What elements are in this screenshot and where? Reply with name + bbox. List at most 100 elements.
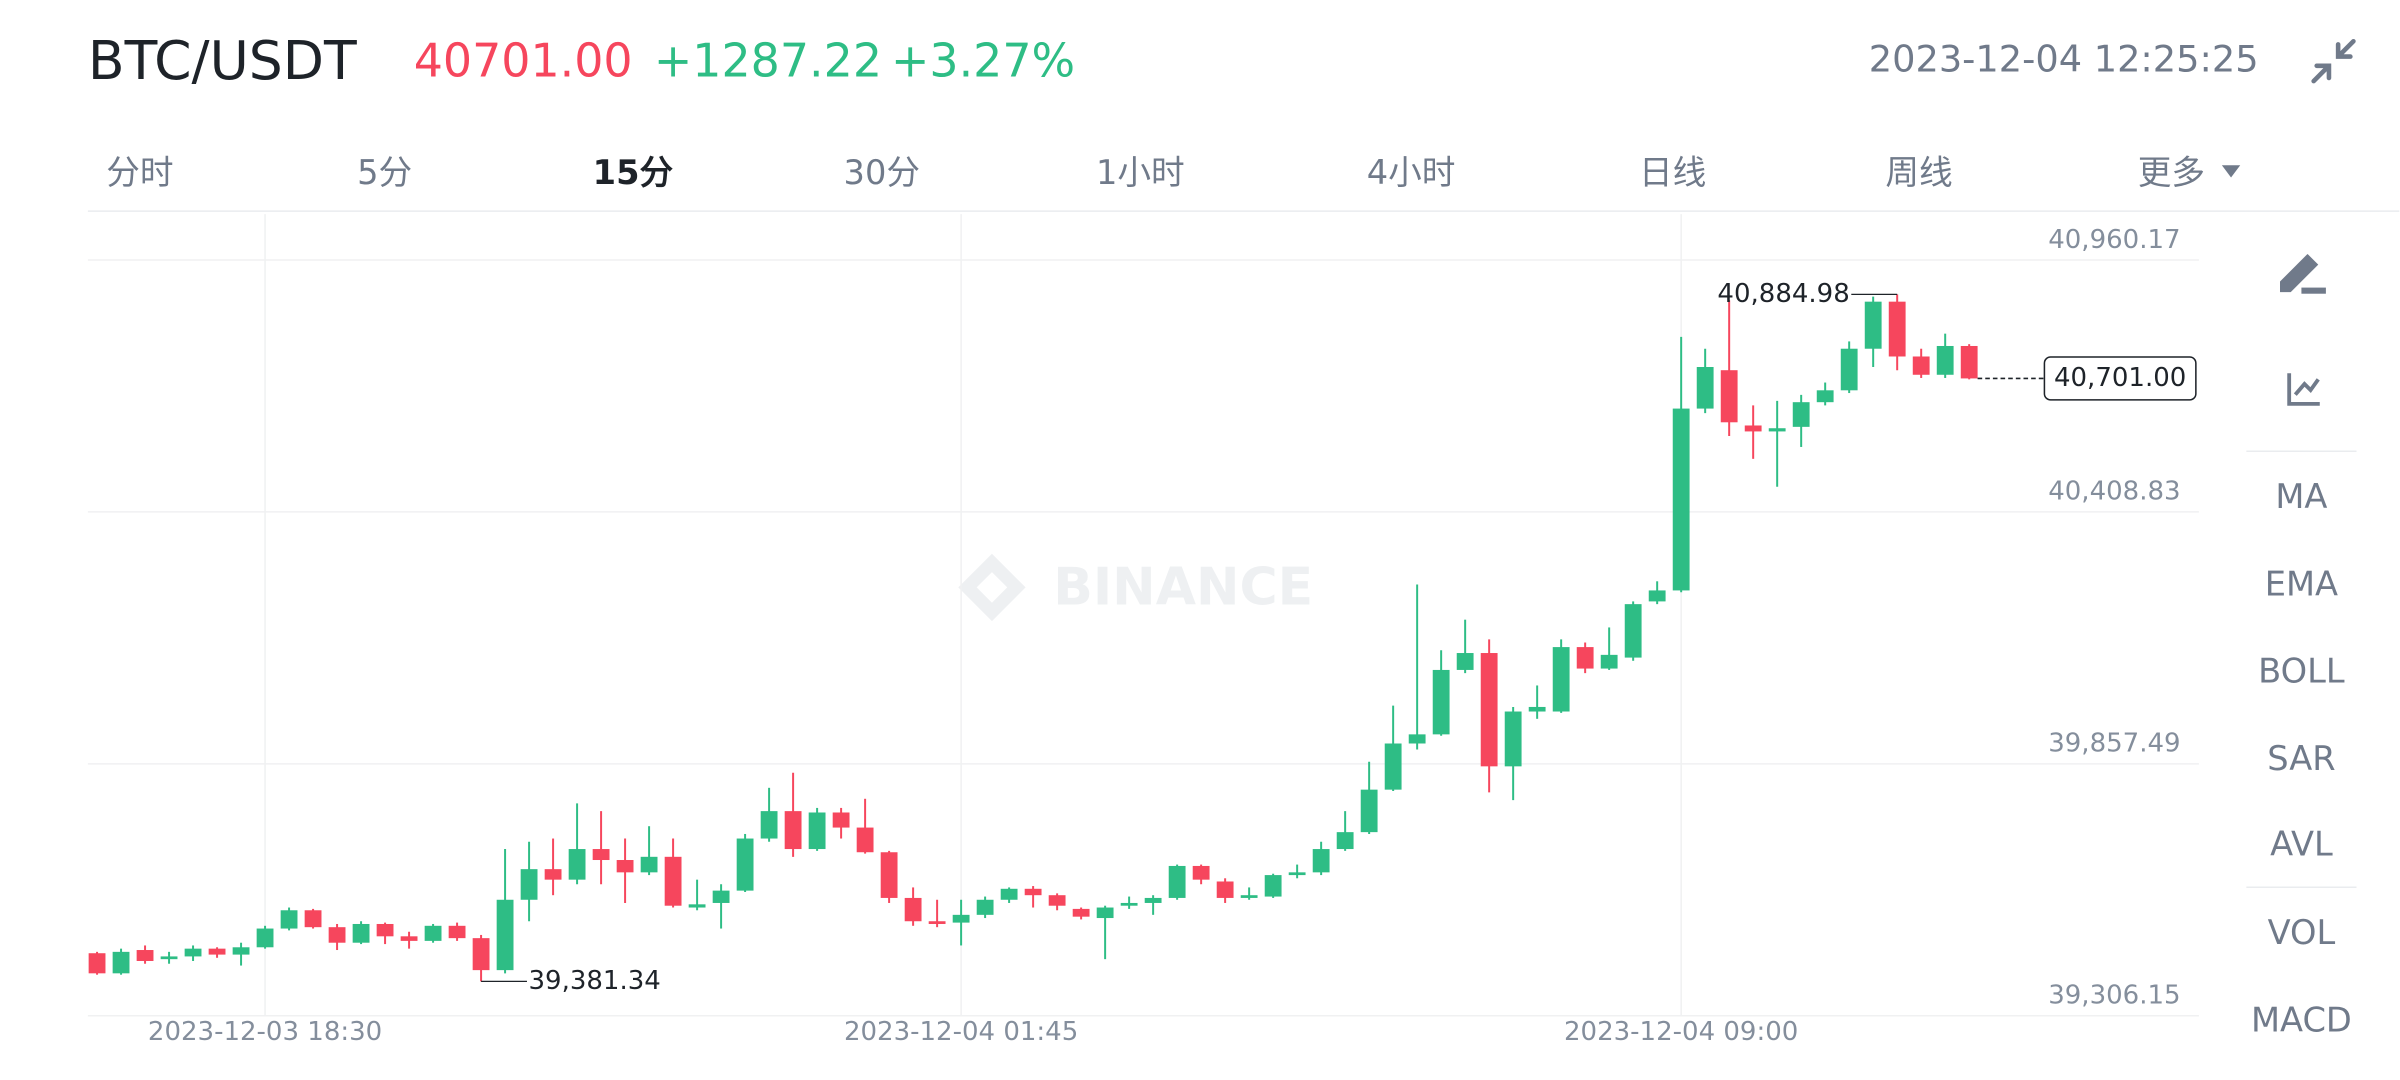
candle-body xyxy=(520,869,538,900)
candle-body xyxy=(1456,653,1474,670)
tab[interactable]: 日线 xyxy=(1639,153,1706,192)
candle-body xyxy=(448,925,466,939)
candle-body xyxy=(856,827,874,853)
watermark-logo xyxy=(958,553,1026,622)
y-tick-label: 39,857.49 xyxy=(2048,729,2180,759)
tab[interactable]: 周线 xyxy=(1885,153,1952,192)
candle-body xyxy=(784,811,802,850)
candle-body xyxy=(376,923,394,937)
candle-body xyxy=(256,928,274,948)
candle-body xyxy=(544,869,562,880)
candle-body xyxy=(640,856,658,873)
candle-body xyxy=(1552,647,1570,712)
y-tick-label: 40,408.83 xyxy=(2048,477,2180,507)
candle-body xyxy=(88,953,106,974)
indicator-button[interactable]: EMA xyxy=(2265,564,2338,603)
candle-body xyxy=(1120,902,1138,906)
candle-body xyxy=(976,899,994,915)
candle-body xyxy=(760,811,778,839)
last-price-box xyxy=(2043,356,2197,401)
candle-body xyxy=(1672,408,1690,591)
candle-body xyxy=(1936,345,1954,375)
candle-body xyxy=(1504,711,1522,767)
candle-body xyxy=(1768,428,1786,432)
candle-body xyxy=(400,936,418,941)
indicator-button[interactable]: AVL xyxy=(2270,824,2333,863)
candle-body xyxy=(1912,356,1930,375)
candle-body xyxy=(1024,888,1042,896)
y-tick-label: 39,306.15 xyxy=(2048,981,2180,1011)
candle-body xyxy=(1312,849,1330,873)
candle-body xyxy=(1480,653,1498,767)
candle-body xyxy=(496,899,514,971)
candle-body xyxy=(1744,425,1762,432)
candle-body xyxy=(1168,865,1186,898)
tab[interactable]: 30分 xyxy=(844,153,920,192)
candle-body xyxy=(1864,301,1882,349)
indicator-button[interactable]: MA xyxy=(2275,477,2327,516)
indicator-button[interactable]: BOLL xyxy=(2258,652,2345,691)
symbol: BTC/USDT xyxy=(88,29,357,92)
candle-body xyxy=(1144,897,1162,903)
candle-body xyxy=(1408,734,1426,744)
indicator-icon[interactable] xyxy=(2287,373,2320,406)
candle-body xyxy=(112,951,130,974)
candle-body xyxy=(832,812,850,828)
indicator-button[interactable]: VOL xyxy=(2268,913,2336,952)
price-change-pct: +3.27% xyxy=(891,34,1075,88)
indicator-button[interactable]: SAR xyxy=(2267,739,2335,778)
x-tick-label: 2023-12-04 09:00 xyxy=(1564,1017,1798,1047)
candle-body xyxy=(160,956,178,960)
tab[interactable]: 1小时 xyxy=(1096,153,1185,192)
candle-body xyxy=(1816,390,1834,403)
candle-body xyxy=(1600,654,1618,669)
candle-body xyxy=(592,849,610,861)
candle-body xyxy=(1384,743,1402,790)
tab[interactable]: 4小时 xyxy=(1367,153,1456,192)
candle-body xyxy=(328,927,346,943)
candle-body xyxy=(304,910,322,928)
candle-body xyxy=(1360,789,1378,833)
draw-tool-icon[interactable] xyxy=(2280,253,2326,294)
chart: BINANCE 39,306.15 39,857.49 40,408.83 40,96… xyxy=(87,214,2199,1047)
candle-body xyxy=(1216,881,1234,898)
price-change: +1287.22 xyxy=(654,34,882,88)
candle-body xyxy=(1648,590,1666,602)
tab[interactable]: 分时 xyxy=(106,153,173,192)
candle-body xyxy=(424,925,442,941)
candle-body xyxy=(1072,908,1090,917)
candle-body xyxy=(1000,888,1018,900)
candle-body xyxy=(688,904,706,908)
last-price: 40701.00 xyxy=(414,34,633,88)
candle-body xyxy=(1192,865,1210,880)
candle-body xyxy=(1960,345,1978,379)
x-tick-label: 2023-12-04 01:45 xyxy=(844,1017,1078,1047)
timestamp: 2023-12-04 12:25:25 xyxy=(1869,38,2259,81)
candle-body xyxy=(1240,895,1258,898)
candle-body xyxy=(208,948,226,955)
candle-body xyxy=(184,948,202,957)
candle-body xyxy=(1048,895,1066,906)
candle-body xyxy=(1576,647,1594,669)
candle-body xyxy=(1288,872,1306,876)
candle-body xyxy=(568,849,586,880)
indicator-button[interactable]: MACD xyxy=(2251,1000,2352,1039)
candle-body xyxy=(1432,669,1450,735)
tab[interactable]: 5分 xyxy=(357,153,412,192)
tab-active[interactable]: 15分 xyxy=(593,153,674,192)
candle-body xyxy=(1336,832,1354,850)
candle-body xyxy=(1888,301,1906,357)
candle-body xyxy=(904,897,922,922)
candle-body xyxy=(1264,875,1282,897)
watermark: BINANCE xyxy=(1053,557,1313,617)
candle-body xyxy=(1696,367,1714,409)
candle-body xyxy=(232,947,250,955)
tab[interactable]: 更多 xyxy=(2138,153,2205,192)
collapse-button[interactable] xyxy=(2311,39,2356,84)
y-tick-label: 40,960.17 xyxy=(2048,225,2180,255)
candle-body xyxy=(280,910,298,929)
x-tick-label: 2023-12-03 18:30 xyxy=(148,1017,382,1047)
high-marker-label: 40,884.98 xyxy=(1717,279,1849,309)
